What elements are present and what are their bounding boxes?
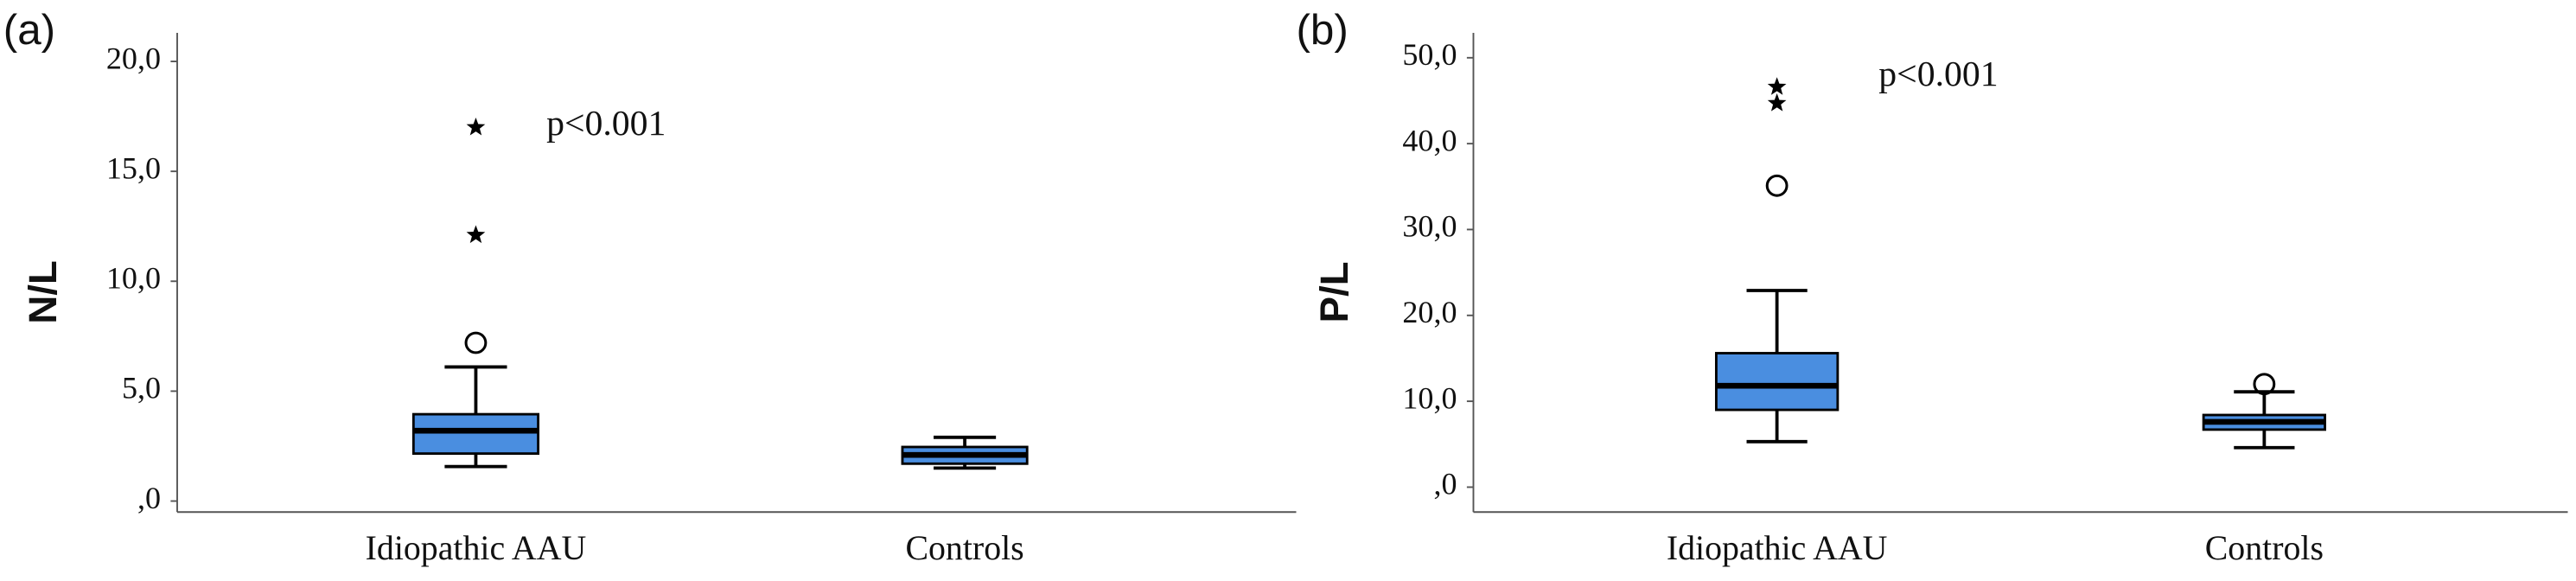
panel-label: (a) — [3, 6, 55, 54]
annotation: p<0.001 — [1878, 54, 1998, 94]
y-tick-label: 5,0 — [122, 371, 161, 405]
y-tick-label: 20,0 — [1402, 295, 1457, 329]
x-tick-label: Idiopathic AAU — [366, 528, 587, 567]
x-tick-label: Idiopathic AAU — [1667, 528, 1888, 567]
y-tick-label: 30,0 — [1402, 209, 1457, 244]
panel-label: (b) — [1296, 6, 1348, 54]
outlier — [1765, 174, 1789, 197]
x-tick-label: Controls — [2205, 528, 2324, 567]
y-tick-label: 50,0 — [1402, 37, 1457, 72]
extreme — [466, 225, 486, 244]
y-tick-label: ,0 — [1433, 467, 1457, 501]
y-tick-label: ,0 — [137, 481, 161, 515]
outlier — [464, 331, 488, 354]
box — [411, 412, 539, 456]
y-tick-label: 10,0 — [106, 261, 161, 296]
y-tick-label: 10,0 — [1402, 380, 1457, 415]
x-tick-label: Controls — [905, 528, 1023, 567]
extreme — [1767, 93, 1787, 112]
y-tick-label: 20,0 — [106, 41, 161, 75]
extreme — [1767, 77, 1787, 95]
annotation: p<0.001 — [546, 104, 666, 144]
y-tick-label: 40,0 — [1402, 123, 1457, 157]
y-axis-label: P/L — [1312, 261, 1356, 322]
box — [1714, 352, 1840, 412]
y-tick-label: 15,0 — [106, 150, 161, 185]
extreme — [466, 117, 486, 136]
y-axis-label: N/L — [21, 260, 65, 323]
outlier — [2253, 373, 2276, 396]
